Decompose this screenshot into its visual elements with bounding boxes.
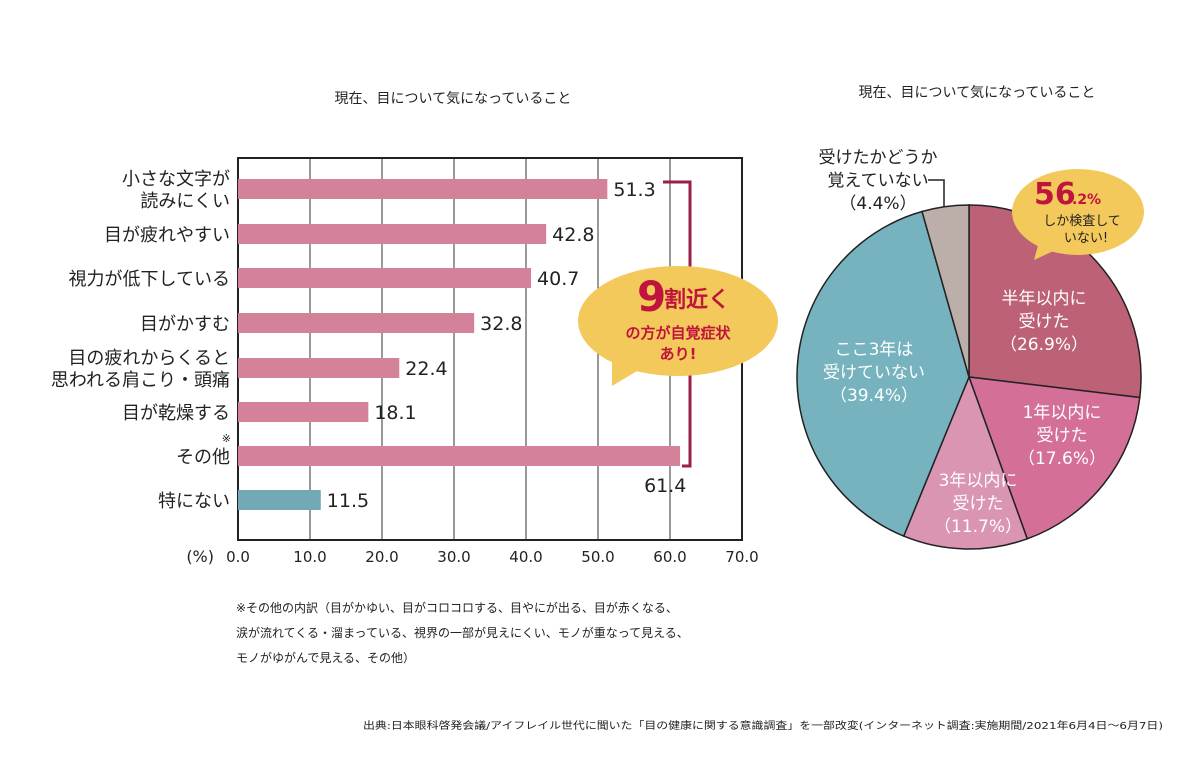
pie-slice-label: （26.9%） xyxy=(1000,335,1088,355)
category-label: 特にない xyxy=(158,491,230,512)
bar xyxy=(238,224,547,244)
pie-callout-big-number: 56 xyxy=(1034,177,1076,212)
pie-slice-label: （17.6%） xyxy=(1018,449,1106,469)
bar-value-label: 32.8 xyxy=(480,313,522,335)
pie-slice-label: 3年以内に xyxy=(939,471,1018,491)
bar xyxy=(238,446,681,466)
other-note-mark: ※ xyxy=(222,432,231,445)
pie-slice-label: （4.4%） xyxy=(839,194,916,214)
category-label: 目が疲れやすい xyxy=(104,225,230,246)
pie-slice-label: ここ3年は xyxy=(835,340,914,360)
bar-callout-bubble xyxy=(578,266,778,376)
pie-slice-label: （11.7%） xyxy=(934,517,1022,537)
bar-value-label: 61.4 xyxy=(644,475,686,497)
pie-chart-labels: 半年以内に受けた（26.9%）1年以内に受けた（17.6%）3年以内に受けた（1… xyxy=(819,148,1107,537)
bar-chart-x-ticks: 0.0 10.0 20.0 30.0 40.0 50.0 60.0 70.0 xyxy=(226,548,759,566)
pie-callout: 56 .2% しか検査して いない! xyxy=(1012,169,1144,260)
bar xyxy=(238,313,475,333)
pie-callout-bubble xyxy=(1012,169,1144,255)
bar-value-label: 40.7 xyxy=(537,268,579,290)
bar-chart-title: 現在、目について気になっていること xyxy=(335,91,572,107)
x-tick-label: 70.0 xyxy=(725,548,758,566)
pie-slice xyxy=(796,210,970,538)
category-label: 読みにくい xyxy=(140,191,230,212)
category-label: 目の疲れからくると xyxy=(68,348,230,369)
x-tick-label: 10.0 xyxy=(293,548,326,566)
footnote-line-3: モノがゆがんで見える、その他） xyxy=(236,650,415,665)
bar xyxy=(238,268,532,288)
x-axis-unit-label: (%) xyxy=(186,547,214,566)
footnote-line-1: ※その他の内訳（目がかゆい、目がコロコロする、目やにが出る、目が赤くなる、 xyxy=(236,600,678,615)
pie-slice xyxy=(967,376,1141,540)
category-label: 目がかすむ xyxy=(140,314,230,335)
footnote-line-2: 涙が流れてくる・溜まっている、視界の一部が見えにくい、モノが重なって見える、 xyxy=(236,625,689,640)
bar xyxy=(238,358,400,378)
x-tick-label: 30.0 xyxy=(437,548,470,566)
bar-chart-bars: 51.3 42.8 40.7 32.8 22.4 18.1 61.4 11.5 xyxy=(238,179,686,512)
category-label: その他 xyxy=(176,447,230,468)
category-label: 小さな文字が xyxy=(122,169,230,190)
bar-callout-line2: の方が自覚症状 xyxy=(625,324,731,342)
source-citation: 出典:日本眼科啓発会議/アイフレイル世代に聞いた「目の健康に関する意識調査」を一… xyxy=(363,719,1163,732)
bar-callout: 9 割近く の方が自覚症状 あり! xyxy=(578,266,778,386)
pie-slice xyxy=(902,374,1029,550)
x-tick-label: 20.0 xyxy=(365,548,398,566)
pie-slice-label: 半年以内に xyxy=(1002,289,1087,309)
pie-callout-tail xyxy=(1034,238,1060,260)
bar xyxy=(238,179,608,199)
x-tick-label: 0.0 xyxy=(226,548,250,566)
pie-slice-label: 受けた xyxy=(1037,426,1088,446)
pie-slice xyxy=(921,204,970,378)
bar-value-label: 42.8 xyxy=(552,224,594,246)
bar-callout-big-number: 9 xyxy=(637,272,666,321)
x-tick-label: 50.0 xyxy=(581,548,614,566)
category-label: 目が乾燥する xyxy=(122,403,230,424)
pie-chart-title: 現在、目について気になっていること xyxy=(859,85,1096,101)
bar-value-label: 18.1 xyxy=(374,402,416,424)
pie-slice-label: 受けた xyxy=(1019,312,1070,332)
category-label: 思われる肩こり・頭痛 xyxy=(51,370,230,391)
bar-callout-line1: 割近く xyxy=(664,287,730,313)
pie-slice-label: 1年以内に xyxy=(1023,403,1102,423)
pie-callout-line1: しか検査して xyxy=(1043,214,1121,229)
pie-chart-slices xyxy=(796,204,1142,550)
pie-callout-line2: いない! xyxy=(1064,231,1108,246)
pie-leader-line xyxy=(928,179,945,207)
pie-slice-label: 覚えていない xyxy=(827,171,928,191)
pie-callout-small: .2% xyxy=(1072,192,1101,208)
pie-slice xyxy=(968,204,1142,399)
bar xyxy=(238,490,321,510)
x-tick-label: 60.0 xyxy=(653,548,686,566)
bar-callout-line3: あり! xyxy=(660,345,697,363)
x-tick-label: 40.0 xyxy=(509,548,542,566)
pie-slice-label: 受けた xyxy=(953,494,1004,514)
bar-value-label: 11.5 xyxy=(327,490,369,512)
pie-slice-label: （39.4%） xyxy=(830,386,918,406)
pie-slice-label: 受けていない xyxy=(823,363,925,383)
bar-value-label: 51.3 xyxy=(613,179,655,201)
bar-callout-tail xyxy=(612,357,642,386)
category-label: 視力が低下している xyxy=(69,269,230,290)
pie-slice-label: 受けたかどうか xyxy=(819,148,938,168)
bar xyxy=(238,402,369,422)
bar-value-label: 22.4 xyxy=(405,358,447,380)
bar-chart-categories: 小さな文字が読みにくい目が疲れやすい視力が低下している目がかすむ目の疲れからくる… xyxy=(51,169,231,512)
